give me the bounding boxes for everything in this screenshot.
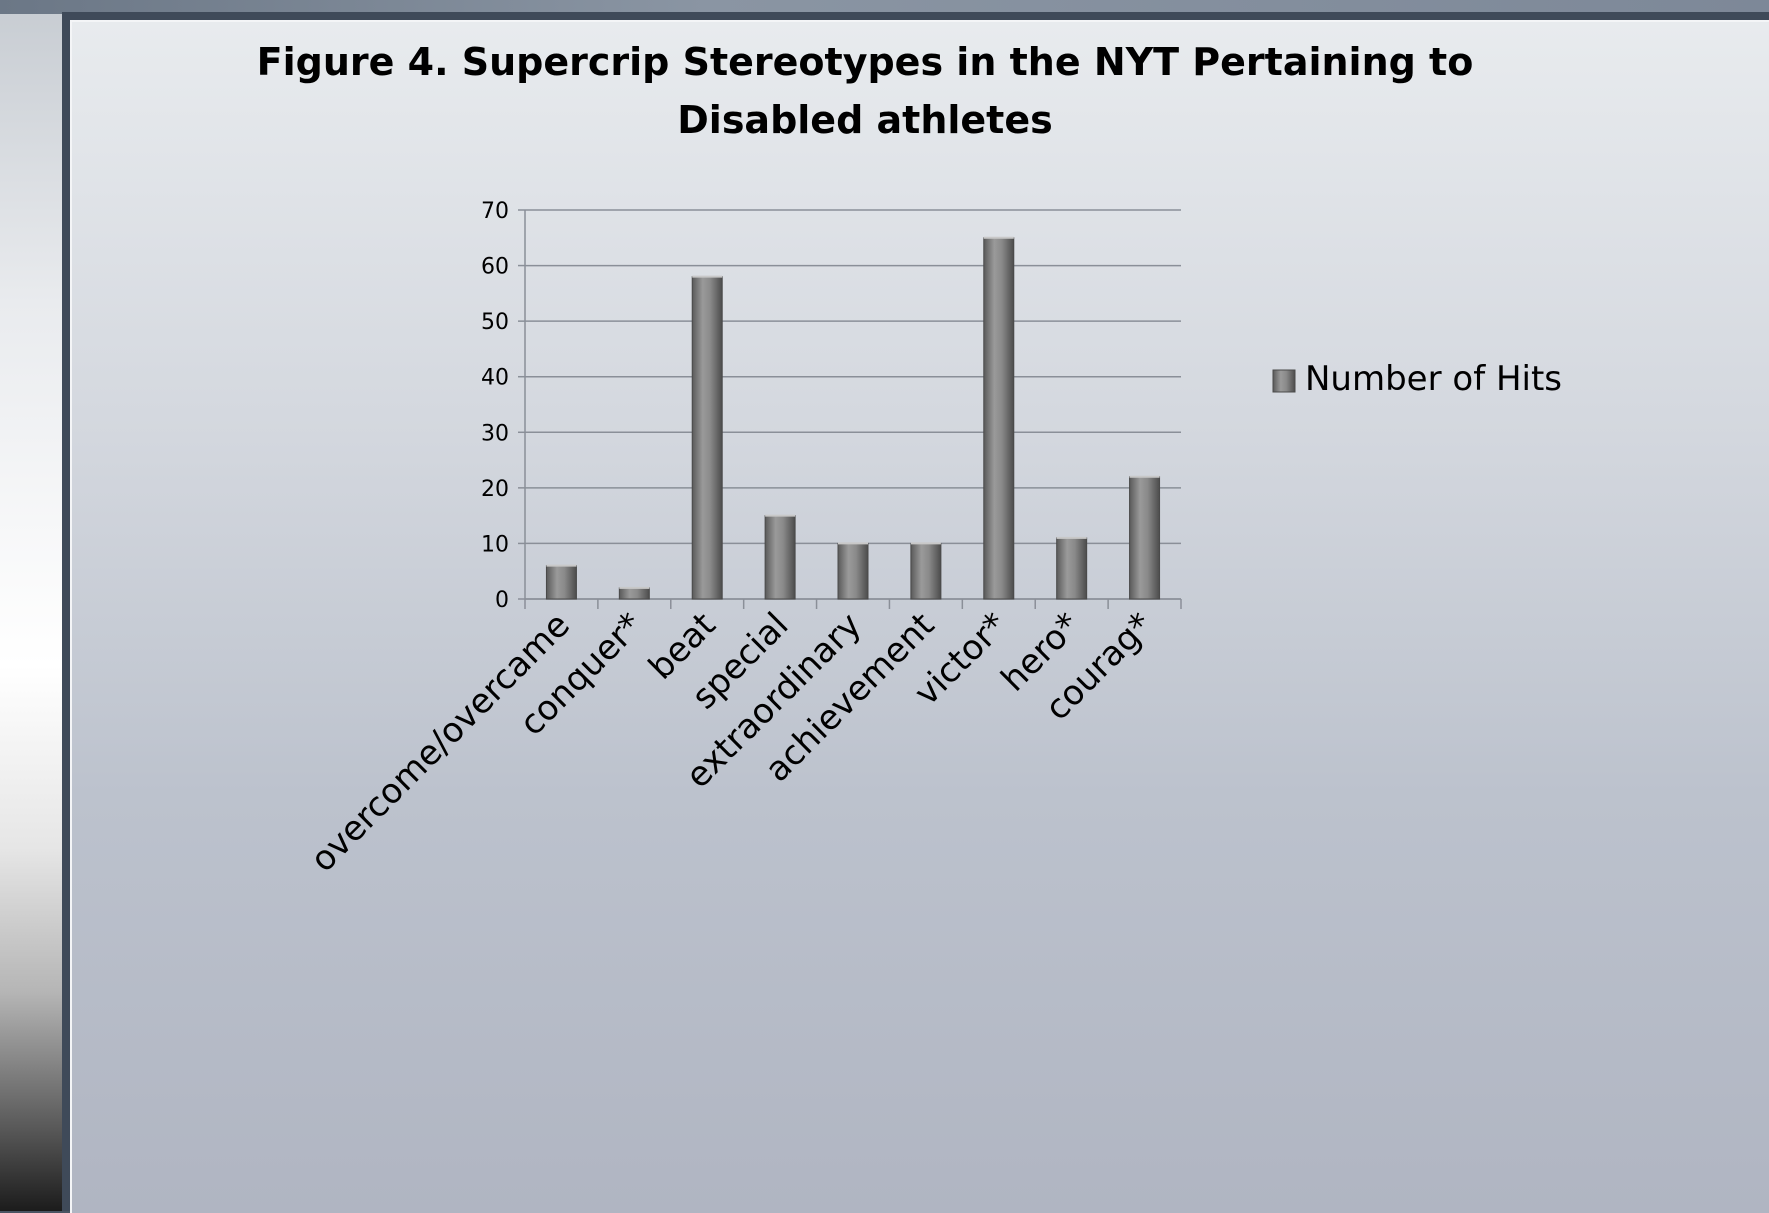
y-tick-label: 10 [481,532,509,557]
bar [1056,536,1088,600]
bar-body [910,542,942,600]
bar-body [837,542,869,600]
chart-title-line-2: Disabled athletes [677,98,1052,142]
y-tick-label: 50 [481,310,509,335]
y-tick-label: 40 [481,366,509,391]
chart-title-line-1: Figure 4. Supercrip Stereotypes in the N… [257,40,1474,84]
bar-body [764,515,796,600]
legend-label: Number of Hits [1305,359,1562,399]
y-tick-label: 30 [481,421,509,446]
bar-body [1056,537,1088,600]
bar-body [1129,476,1161,600]
bar [764,514,796,600]
legend-swatch [1272,369,1296,393]
bar [691,275,723,600]
bar [618,586,650,600]
background-top-strip [0,0,1769,14]
bar [545,564,577,600]
background-left-strip [0,0,62,1211]
bar-body [618,587,650,600]
x-tick-label: overcome/overcame [303,605,578,880]
bar [910,542,942,600]
bar-chart: Figure 4. Supercrip Stereotypes in the N… [257,40,1562,880]
y-tick-label: 60 [481,255,509,280]
bar [837,542,869,600]
y-tick-label: 70 [481,199,509,224]
bar-body [691,276,723,600]
bar-body [983,237,1015,600]
bar [983,236,1015,600]
legend: Number of Hits [1272,359,1562,399]
y-tick-label: 20 [481,477,509,502]
y-tick-label: 0 [495,588,509,613]
bar-body [545,565,577,600]
bar [1129,475,1161,600]
chart-panel: Figure 4. Supercrip Stereotypes in the N… [70,20,1769,1213]
plot-area: 010203040506070overcome/overcameconquer*… [303,199,1182,880]
